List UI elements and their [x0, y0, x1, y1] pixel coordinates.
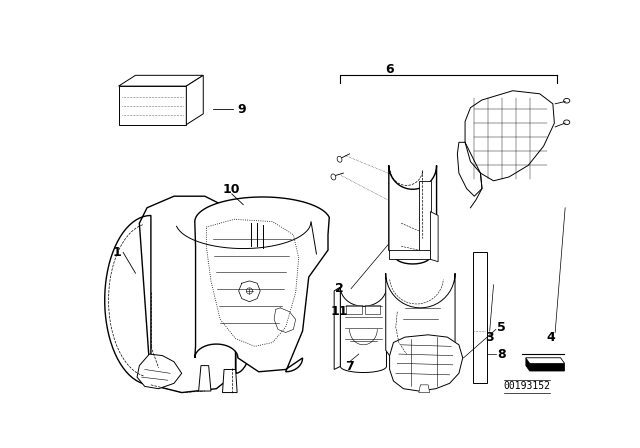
Text: 00193152: 00193152 — [503, 381, 550, 392]
Text: 9: 9 — [237, 103, 246, 116]
Text: 1: 1 — [113, 246, 122, 259]
Polygon shape — [198, 366, 211, 391]
Text: 10: 10 — [223, 183, 241, 196]
Text: 4: 4 — [547, 331, 556, 344]
Polygon shape — [186, 75, 204, 125]
Polygon shape — [465, 90, 554, 181]
Ellipse shape — [564, 99, 570, 103]
Polygon shape — [346, 305, 362, 314]
Ellipse shape — [337, 156, 342, 162]
Polygon shape — [340, 287, 387, 373]
Polygon shape — [118, 86, 186, 125]
Ellipse shape — [564, 120, 570, 125]
Text: 6: 6 — [385, 63, 394, 76]
Polygon shape — [526, 358, 564, 363]
Text: 8: 8 — [497, 348, 506, 361]
Polygon shape — [431, 211, 438, 262]
Polygon shape — [390, 335, 463, 391]
Polygon shape — [105, 196, 259, 392]
Polygon shape — [223, 370, 237, 392]
Polygon shape — [419, 385, 429, 392]
Text: 11: 11 — [331, 305, 348, 318]
Polygon shape — [386, 273, 455, 366]
Text: 5: 5 — [497, 321, 506, 334]
Text: 2: 2 — [335, 282, 344, 295]
Polygon shape — [473, 252, 486, 383]
Polygon shape — [334, 287, 340, 370]
Polygon shape — [419, 181, 431, 258]
Polygon shape — [526, 358, 564, 371]
Polygon shape — [118, 75, 204, 86]
Polygon shape — [389, 250, 431, 259]
Text: 3: 3 — [485, 331, 494, 344]
Ellipse shape — [246, 288, 253, 294]
Polygon shape — [365, 305, 380, 314]
Polygon shape — [389, 165, 436, 264]
Text: 7: 7 — [345, 360, 354, 373]
Ellipse shape — [331, 174, 336, 180]
Polygon shape — [137, 354, 182, 389]
Polygon shape — [195, 197, 330, 372]
Polygon shape — [458, 142, 482, 196]
